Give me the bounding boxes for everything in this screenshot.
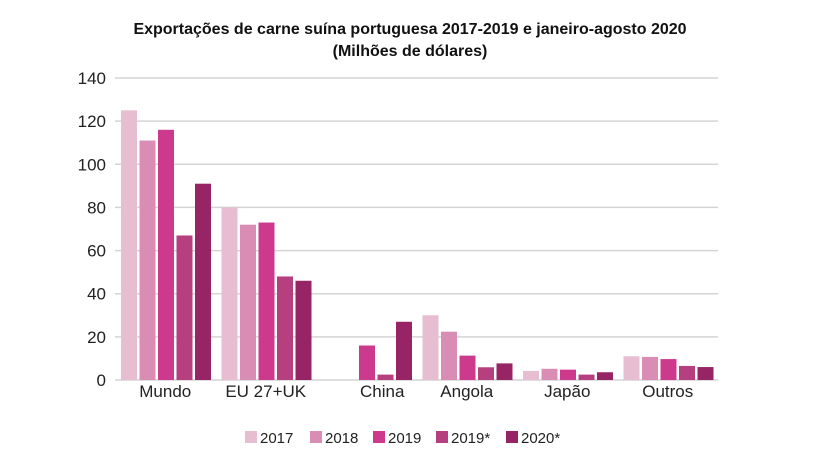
x-tick-label: Japão [544,382,590,401]
bar-Japão-2020* [597,372,613,380]
bar-EU 27+UK-2020* [295,280,312,380]
bar-EU 27+UK-2018 [240,224,256,380]
legend-label: 2017 [260,430,293,447]
bar-Outros-2017 [623,356,640,380]
legend-swatch [506,431,518,443]
y-tick-label: 40 [87,285,106,304]
bar-Mundo-2019 [158,129,174,380]
bar-Japão-2019* [578,374,595,380]
bar-Mundo-2019* [176,235,193,380]
y-tick-label: 120 [78,112,106,131]
bar-EU 27+UK-2017 [221,207,238,380]
bar-China-2019 [359,345,375,380]
legend-swatch [245,431,257,443]
y-tick-label: 0 [97,371,106,390]
bar-Japão-2018 [541,368,558,380]
bar-Angola-2018 [441,331,457,380]
bar-Angola-2017 [422,315,439,380]
y-tick-label: 20 [87,328,106,347]
legend-label: 2020* [521,430,560,447]
bar-EU 27+UK-2019 [258,222,275,380]
bar-China-2019* [377,374,394,380]
chart-title: Exportações de carne suína portuguesa 20… [133,21,686,38]
x-tick-label: Outros [642,382,693,401]
x-tick-label: EU 27+UK [225,382,306,401]
bar-Outros-2020* [697,367,714,380]
bar-Angola-2019 [459,355,476,380]
y-tick-label: 140 [78,69,106,88]
bar-Japão-2017 [523,370,539,380]
bar-EU 27+UK-2019* [277,276,293,380]
bar-Mundo-2018 [139,140,156,380]
legend-label: 2019 [388,430,421,447]
chart-subtitle: (Milhões de dólares) [333,43,488,60]
x-tick-label: China [360,382,405,401]
y-tick-label: 100 [78,155,106,174]
bar-Angola-2020* [496,363,513,380]
legend-swatch [373,431,385,443]
bar-Mundo-2017 [121,110,137,380]
bar-Outros-2019 [660,359,677,380]
x-tick-label: Angola [440,382,493,401]
x-tick-label: Mundo [139,382,191,401]
legend-swatch [310,431,322,443]
legend-label: 2019* [451,430,490,447]
bar-Mundo-2020* [195,183,211,380]
y-tick-label: 60 [87,242,106,261]
bar-Outros-2018 [642,356,658,380]
y-tick-label: 80 [87,198,106,217]
bar-Outros-2019* [679,365,695,380]
bar-Angola-2019* [478,367,494,380]
bar-Japão-2019 [560,369,576,380]
legend-swatch [436,431,448,443]
legend-label: 2018 [325,430,358,447]
bar-China-2020* [396,321,412,380]
